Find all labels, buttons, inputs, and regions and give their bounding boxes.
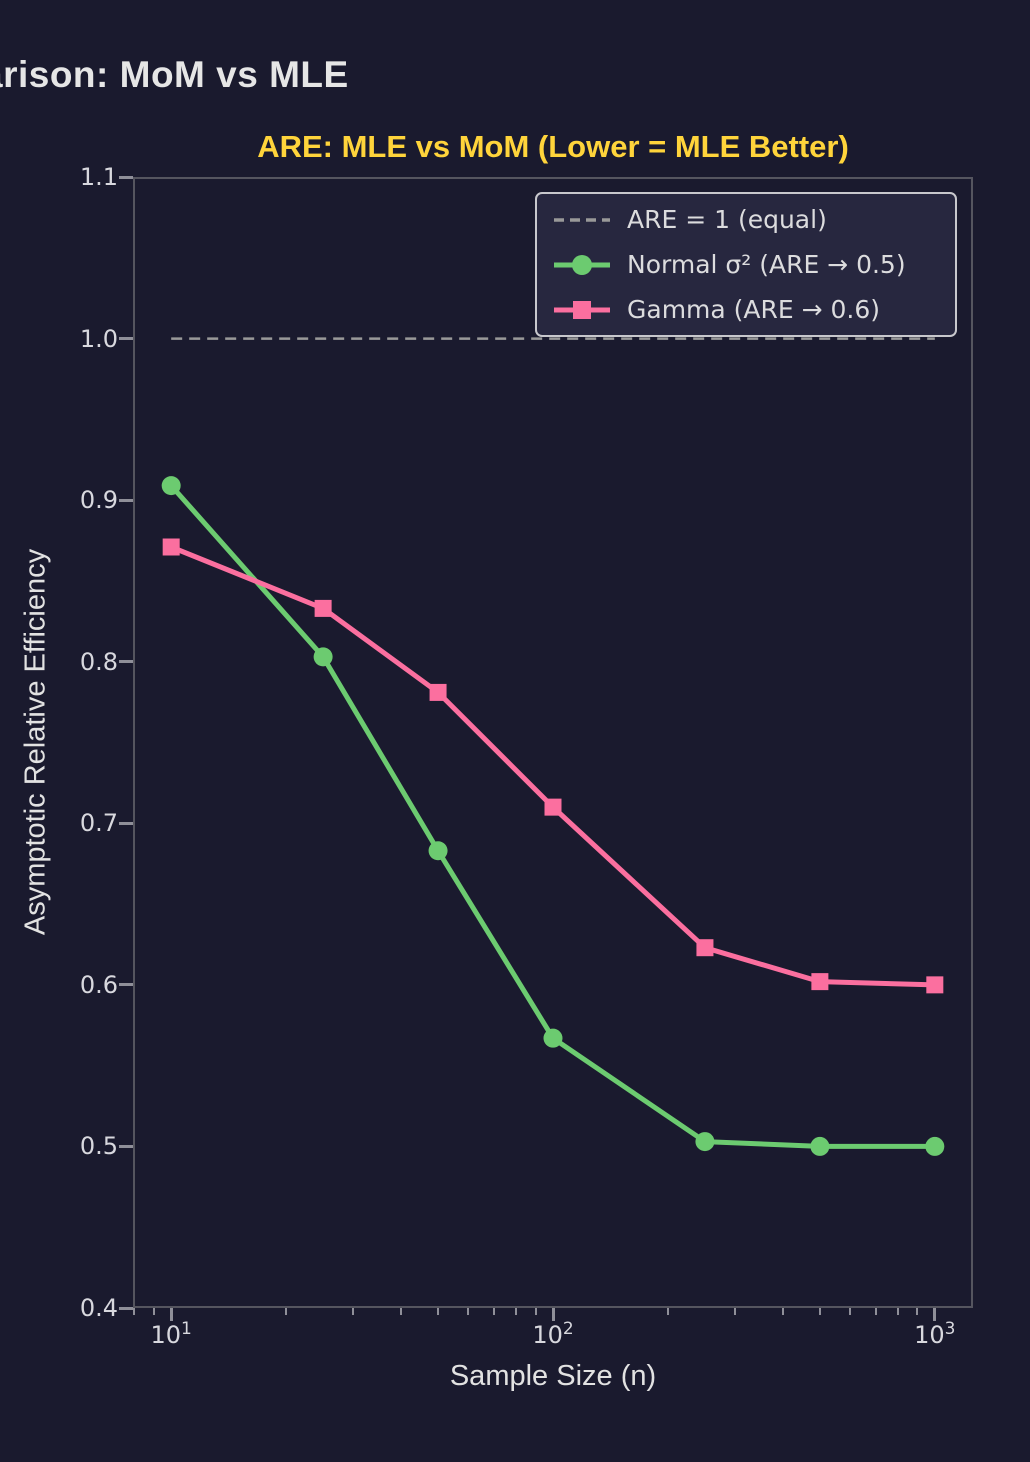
x-minor-tick (896, 1308, 899, 1315)
plot-area (133, 177, 973, 1308)
page-title: arison: MoM vs MLE (0, 54, 349, 95)
x-minor-tick (467, 1308, 470, 1315)
y-major-tick (119, 660, 133, 664)
x-minor-tick (492, 1308, 495, 1315)
x-axis-label: Sample Size (n) (449, 1360, 657, 1392)
data-point-square (544, 798, 562, 816)
data-point-square (926, 976, 944, 994)
data-point-square (314, 599, 332, 617)
data-point-square (811, 973, 829, 991)
normal-series-sample-icon (554, 254, 610, 275)
data-point-circle (925, 1136, 945, 1156)
legend-label: Normal σ² (ARE → 0.5) (627, 250, 906, 279)
y-major-tick (119, 1144, 133, 1148)
gamma-series-sample-icon (554, 300, 610, 319)
y-tick-label: 1.1 (79, 163, 118, 191)
x-minor-tick (285, 1308, 288, 1315)
x-minor-tick (534, 1308, 537, 1315)
legend-item-gamma: Gamma (ARE → 0.6) (537, 287, 955, 332)
y-tick-label: 0.4 (79, 1294, 118, 1322)
x-minor-tick (818, 1308, 821, 1315)
y-tick-label: 0.8 (79, 647, 118, 676)
x-minor-tick (152, 1308, 155, 1315)
y-major-tick (119, 821, 133, 825)
x-minor-tick (781, 1308, 784, 1315)
x-minor-tick (437, 1308, 440, 1315)
data-point-circle (810, 1136, 830, 1156)
x-minor-tick (849, 1308, 852, 1315)
x-minor-tick (133, 1308, 136, 1315)
x-major-tick (169, 1308, 173, 1321)
data-point-square (162, 538, 180, 556)
x-minor-tick (400, 1308, 403, 1315)
y-major-tick (119, 175, 133, 179)
chart-canvas (161, 337, 945, 1156)
legend-item-normal: Normal σ² (ARE → 0.5) (537, 242, 955, 287)
y-major-tick (119, 337, 133, 341)
data-point-circle (428, 841, 448, 861)
y-tick-label: 0.6 (79, 970, 118, 999)
data-point-square (696, 939, 714, 957)
y-tick-label: 0.7 (79, 809, 118, 838)
y-tick-label: 0.5 (79, 1132, 118, 1161)
legend-label: ARE = 1 (equal) (627, 205, 827, 234)
x-tick-label: 103 (914, 1319, 956, 1349)
chart-title: ARE: MLE vs MoM (Lower = MLE Better) (257, 129, 849, 164)
dashed-line-sample-icon (554, 217, 610, 222)
x-minor-tick (514, 1308, 517, 1315)
data-point-circle (161, 476, 181, 496)
data-point-circle (695, 1132, 715, 1152)
x-minor-tick (874, 1308, 877, 1315)
x-minor-tick (734, 1308, 737, 1315)
y-major-tick (119, 983, 133, 987)
y-tick-label: 0.9 (79, 486, 118, 515)
x-tick-label: 102 (532, 1319, 574, 1349)
data-point-square (429, 683, 447, 701)
x-major-tick (551, 1308, 555, 1321)
y-major-tick (119, 1306, 133, 1310)
legend: ARE = 1 (equal) Normal σ² (ARE → 0.5) Ga… (535, 192, 957, 337)
x-major-tick (933, 1308, 937, 1321)
x-minor-tick (666, 1308, 669, 1315)
data-point-circle (313, 647, 333, 667)
legend-label: Gamma (ARE → 0.6) (627, 295, 881, 324)
legend-item-reference: ARE = 1 (equal) (537, 197, 955, 242)
data-point-circle (543, 1028, 563, 1048)
y-axis-label: Asymptotic Relative Efficiency (19, 548, 52, 936)
y-tick-label: 1.0 (79, 324, 118, 353)
x-minor-tick (352, 1308, 355, 1315)
x-tick-label: 101 (150, 1319, 192, 1349)
y-major-tick (119, 498, 133, 502)
x-minor-tick (916, 1308, 919, 1315)
